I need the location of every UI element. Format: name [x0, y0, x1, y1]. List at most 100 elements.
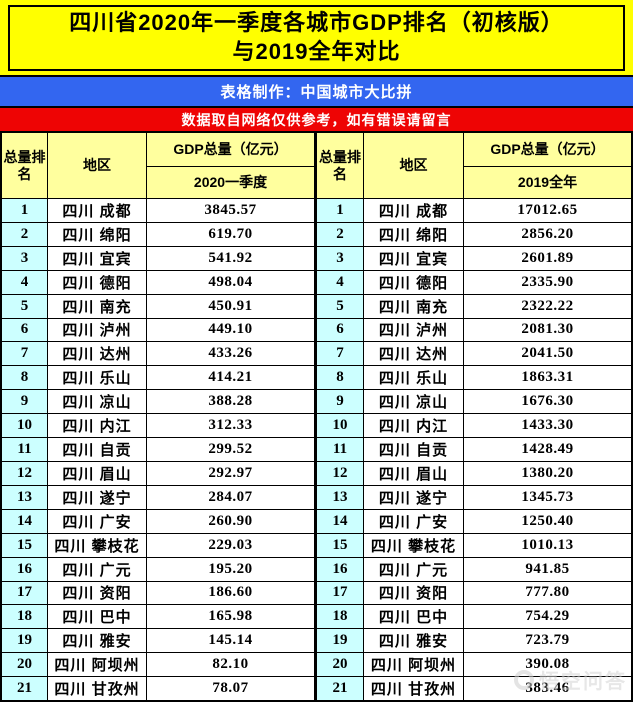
value-cell-left: 292.97: [147, 461, 315, 485]
value-cell-right: 777.80: [464, 581, 631, 605]
credit-text: 表格制作：中国城市大比拼: [220, 84, 413, 101]
region-cell-left: 四川 攀枝花: [48, 533, 147, 557]
rank-cell-left: 12: [2, 461, 48, 485]
header-gdp-right: GDP总量（亿元）: [490, 141, 605, 158]
notice-text: 数据取自网络仅供参考，如有错误请留言: [181, 111, 452, 128]
region-cell-right: 四川 阿坝州: [364, 653, 464, 677]
value-cell-right: 1345.73: [464, 485, 631, 509]
rank-cell-right: 16: [315, 557, 364, 581]
region-cell-right: 四川 达州: [364, 342, 464, 366]
region-cell-right: 四川 资阳: [364, 581, 464, 605]
value-cell-right: 1676.30: [464, 390, 631, 414]
title-block: 四川省2020年一季度各城市GDP排名（初核版） 与2019全年对比: [0, 0, 633, 75]
value-cell-right: 941.85: [464, 557, 631, 581]
region-cell-right: 四川 遂宁: [364, 485, 464, 509]
region-cell-right: 四川 南充: [364, 294, 464, 318]
rank-cell-right: 13: [315, 485, 364, 509]
rank-cell-right: 7: [315, 342, 364, 366]
region-cell-left: 四川 内江: [48, 414, 147, 438]
rank-cell-right: 18: [315, 605, 364, 629]
value-cell-left: 229.03: [147, 533, 315, 557]
region-cell-left: 四川 泸州: [48, 318, 147, 342]
rank-cell-left: 21: [2, 677, 48, 701]
rank-cell-right: 14: [315, 509, 364, 533]
rank-cell-left: 9: [2, 390, 48, 414]
rank-cell-right: 15: [315, 533, 364, 557]
region-cell-right: 四川 广安: [364, 509, 464, 533]
region-cell-right: 四川 成都: [364, 199, 464, 222]
rank-cell-right: 10: [315, 414, 364, 438]
rank-cell-left: 4: [2, 270, 48, 294]
region-cell-right: 四川 甘孜州: [364, 677, 464, 701]
table-row: 6 四川 泸州 449.10 6 四川 泸州 2081.30: [2, 318, 631, 343]
title-box: 四川省2020年一季度各城市GDP排名（初核版） 与2019全年对比: [8, 5, 625, 71]
rank-cell-left: 17: [2, 581, 48, 605]
rank-cell-left: 10: [2, 414, 48, 438]
rank-cell-right: 4: [315, 270, 364, 294]
notice-bar: 数据取自网络仅供参考，如有错误请留言: [0, 108, 633, 133]
value-cell-left: 82.10: [147, 653, 315, 677]
table-row: 1 四川 成都 3845.57 1 四川 成都 17012.65: [2, 199, 631, 223]
region-cell-right: 四川 内江: [364, 414, 464, 438]
region-cell-left: 四川 达州: [48, 342, 147, 366]
header-rank-left: 总量排名: [2, 133, 48, 198]
rank-cell-left: 16: [2, 557, 48, 581]
table-row: 11 四川 自贡 299.52 11 四川 自贡 1428.49: [2, 438, 631, 462]
rank-cell-left: 18: [2, 605, 48, 629]
table-row: 4 四川 德阳 498.04 4 四川 德阳 2335.90: [2, 270, 631, 295]
value-cell-right: 2856.20: [464, 222, 631, 246]
table-row: 19 四川 雅安 145.14 19 四川 雅安 723.79: [2, 629, 631, 654]
rank-cell-left: 15: [2, 533, 48, 557]
rank-cell-right: 1: [315, 199, 364, 222]
value-cell-right: 1863.31: [464, 366, 631, 390]
value-cell-right: 17012.65: [464, 199, 631, 222]
value-cell-left: 450.91: [147, 294, 315, 318]
header-gdp-left: GDP总量（亿元）: [147, 133, 315, 166]
value-cell-right: 2322.22: [464, 294, 631, 318]
value-cell-left: 165.98: [147, 605, 315, 629]
rank-cell-right: 17: [315, 581, 364, 605]
region-cell-left: 四川 自贡: [48, 438, 147, 461]
table-row: 13 四川 遂宁 284.07 13 四川 遂宁 1345.73: [2, 485, 631, 510]
rank-cell-left: 6: [2, 318, 48, 342]
value-cell-left: 312.33: [147, 414, 315, 438]
table-row: 10 四川 内江 312.33 10 四川 内江 1433.30: [2, 414, 631, 439]
table-row: 8 四川 乐山 414.21 8 四川 乐山 1863.31: [2, 366, 631, 391]
value-cell-left: 449.10: [147, 318, 315, 342]
value-cell-right: 1428.49: [464, 438, 631, 461]
value-cell-right: 383.46: [464, 677, 631, 701]
region-cell-right: 四川 乐山: [364, 366, 464, 390]
header-rank-right: 总量排名: [315, 133, 364, 198]
region-cell-left: 四川 德阳: [48, 270, 147, 294]
rank-cell-left: 1: [2, 199, 48, 222]
table-row: 9 四川 凉山 388.28 9 四川 凉山 1676.30: [2, 390, 631, 415]
region-cell-left: 四川 巴中: [48, 605, 147, 629]
region-cell-left: 四川 眉山: [48, 461, 147, 485]
value-cell-right: 390.08: [464, 653, 631, 677]
region-cell-right: 四川 攀枝花: [364, 533, 464, 557]
rank-cell-right: 12: [315, 461, 364, 485]
value-cell-left: 186.60: [147, 581, 315, 605]
rank-cell-right: 6: [315, 318, 364, 342]
value-cell-right: 754.29: [464, 605, 631, 629]
page-title-line2: 与2019全年对比: [232, 39, 401, 64]
table-row: 12 四川 眉山 292.97 12 四川 眉山 1380.20: [2, 461, 631, 486]
value-cell-left: 284.07: [147, 485, 315, 509]
table-row: 21 四川 甘孜州 78.07 21 四川 甘孜州 383.46: [2, 677, 631, 701]
header-region-left: 地区: [48, 133, 147, 198]
value-cell-right: 2041.50: [464, 342, 631, 366]
value-cell-left: 498.04: [147, 270, 315, 294]
header-period-left: 2020一季度: [147, 165, 315, 198]
table-row: 18 四川 巴中 165.98 18 四川 巴中 754.29: [2, 605, 631, 630]
header-region-right: 地区: [364, 133, 464, 198]
region-cell-left: 四川 雅安: [48, 629, 147, 653]
table-row: 3 四川 宜宾 541.92 3 四川 宜宾 2601.89: [2, 246, 631, 271]
value-cell-right: 2335.90: [464, 270, 631, 294]
value-cell-right: 1380.20: [464, 461, 631, 485]
table-row: 17 四川 资阳 186.60 17 四川 资阳 777.80: [2, 581, 631, 606]
value-cell-left: 433.26: [147, 342, 315, 366]
region-cell-right: 四川 眉山: [364, 461, 464, 485]
value-cell-left: 299.52: [147, 438, 315, 461]
header-period-right: 2019全年: [464, 165, 631, 199]
rank-cell-left: 11: [2, 438, 48, 461]
